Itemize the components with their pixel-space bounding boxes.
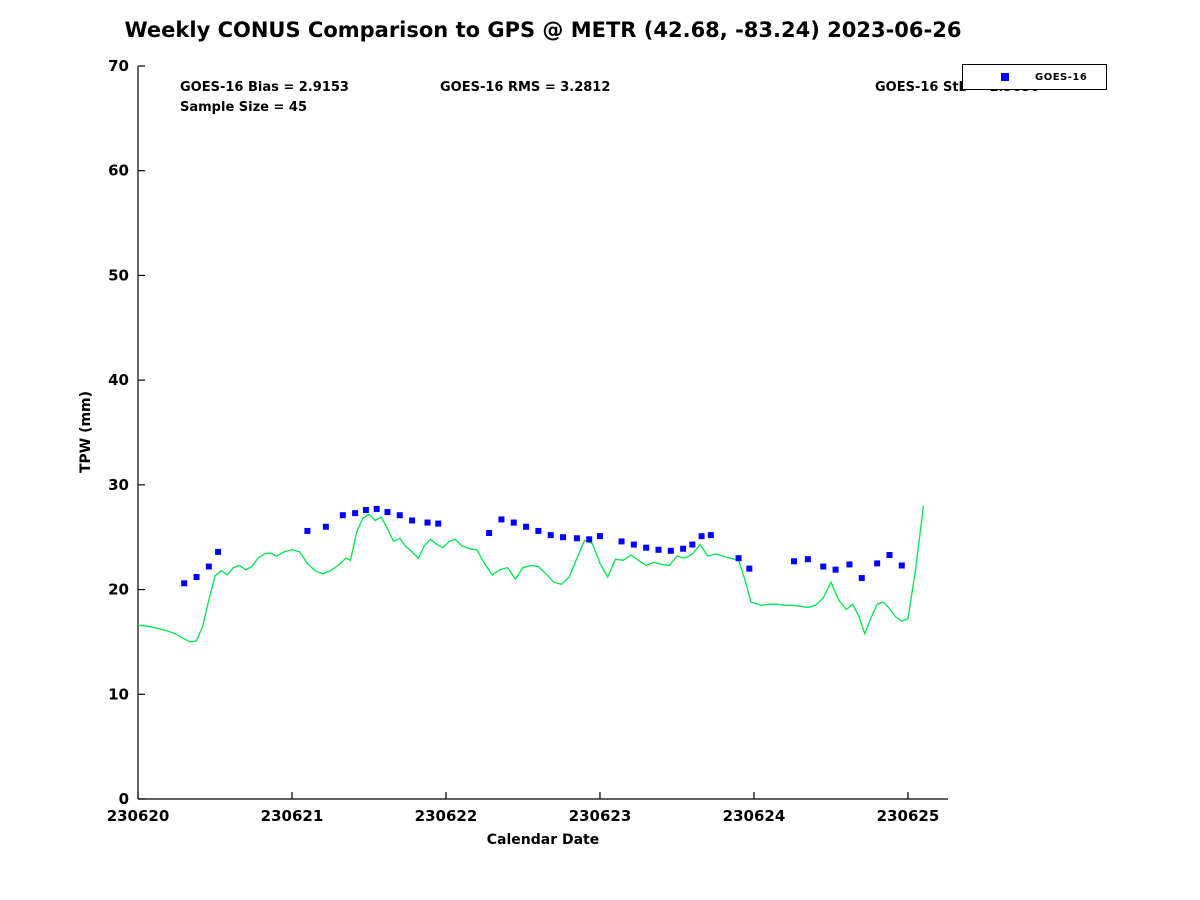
x-tick-label: 230623 xyxy=(569,807,632,825)
annotation-bias: GOES-16 Bias = 2.9153 xyxy=(180,80,349,95)
goes16-marker xyxy=(339,512,346,519)
goes16-marker xyxy=(846,561,853,568)
goes16-marker xyxy=(667,547,674,554)
x-tick-label: 230625 xyxy=(877,807,940,825)
annotation-sample-size: Sample Size = 45 xyxy=(180,100,308,115)
goes16-marker xyxy=(886,552,893,559)
y-tick-label: 30 xyxy=(108,476,129,494)
y-tick-label: 10 xyxy=(108,685,129,703)
goes16-marker xyxy=(618,538,625,545)
goes16-marker xyxy=(655,546,662,553)
goes16-marker xyxy=(586,536,593,543)
goes16-marker xyxy=(352,510,359,517)
goes16-marker xyxy=(396,512,403,519)
goes16-marker xyxy=(643,544,650,551)
goes16-marker xyxy=(832,566,839,573)
y-axis-label: TPW (mm) xyxy=(78,390,94,474)
x-tick-label: 230622 xyxy=(415,807,478,825)
legend-label: GOES-16 xyxy=(1035,71,1088,83)
goes16-marker xyxy=(680,545,687,552)
legend-marker-square-icon xyxy=(1001,73,1009,81)
y-tick-label: 40 xyxy=(108,371,129,389)
goes16-marker xyxy=(181,580,188,587)
goes16-marker xyxy=(630,541,637,548)
y-tick-label: 70 xyxy=(108,57,129,75)
goes16-marker xyxy=(698,533,705,540)
goes16-marker xyxy=(409,517,416,524)
goes16-marker xyxy=(547,532,554,539)
goes16-marker xyxy=(498,516,505,523)
x-tick-label: 230624 xyxy=(723,807,786,825)
goes16-marker xyxy=(596,533,603,540)
x-axis-label: Calendar Date xyxy=(486,832,600,848)
goes16-marker xyxy=(435,520,442,527)
goes16-marker xyxy=(746,565,753,572)
chart-title: Weekly CONUS Comparison to GPS @ METR (4… xyxy=(124,18,962,42)
goes16-marker xyxy=(304,527,311,534)
goes16-marker xyxy=(205,563,212,570)
goes16-marker xyxy=(791,558,798,565)
goes16-marker xyxy=(193,574,200,581)
goes16-marker xyxy=(486,530,493,537)
goes16-marker xyxy=(535,527,542,534)
goes16-marker xyxy=(707,532,714,539)
y-tick-label: 50 xyxy=(108,266,129,284)
goes16-marker xyxy=(804,556,811,563)
goes16-marker xyxy=(858,575,865,582)
goes16-marker xyxy=(898,562,905,569)
annotation-rms: GOES-16 RMS = 3.2812 xyxy=(440,80,611,95)
goes16-marker xyxy=(322,523,329,530)
x-tick-label: 230620 xyxy=(107,807,170,825)
goes16-marker xyxy=(560,534,567,541)
goes16-marker xyxy=(215,548,222,555)
goes16-marker xyxy=(362,506,369,513)
goes16-marker xyxy=(510,519,517,526)
goes16-marker xyxy=(689,541,696,548)
x-tick-label: 230621 xyxy=(261,807,324,825)
goes16-marker xyxy=(523,523,530,530)
goes16-marker xyxy=(820,563,827,570)
goes16-marker xyxy=(874,560,881,567)
goes16-marker xyxy=(424,519,431,526)
legend: GOES-16 xyxy=(962,64,1107,90)
y-tick-label: 0 xyxy=(119,790,129,808)
y-tick-label: 20 xyxy=(108,581,129,599)
goes16-marker xyxy=(735,555,742,562)
goes16-marker xyxy=(373,505,380,512)
y-tick-label: 60 xyxy=(108,162,129,180)
goes16-marker xyxy=(384,509,391,516)
goes16-marker xyxy=(573,535,580,542)
gps-line-series xyxy=(137,505,925,643)
